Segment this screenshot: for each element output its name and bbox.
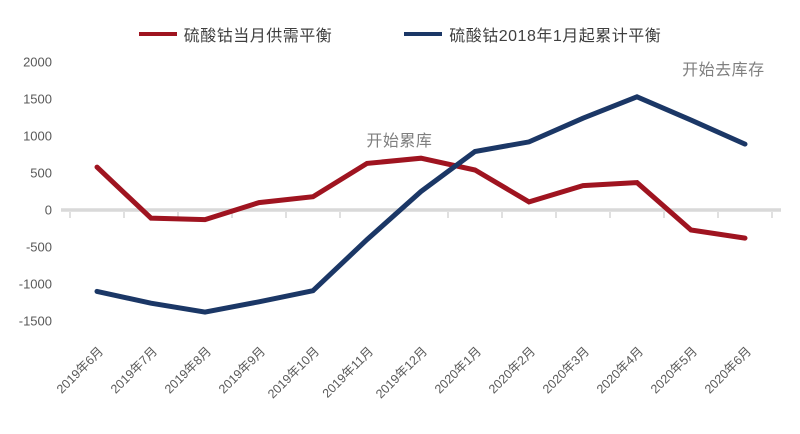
series-line-1	[94, 94, 748, 315]
x-axis-tick-label: 2019年9月	[216, 344, 268, 396]
y-axis-tick-label: -500	[26, 240, 52, 255]
x-axis-tick-label: 2020年3月	[540, 344, 592, 396]
legend-item-cumulative-balance: 硫酸钴2018年1月起累计平衡	[404, 22, 661, 46]
annotation-text: 开始累库	[366, 132, 432, 150]
y-axis-tick-label: 1000	[23, 129, 52, 144]
series-line-0	[94, 155, 748, 241]
x-axis-tick-label: 2020年1月	[432, 344, 484, 396]
y-axis-tick-label: -1000	[19, 277, 52, 292]
legend-label-cumulative-balance: 硫酸钴2018年1月起累计平衡	[449, 28, 662, 45]
chart-legend: 硫酸钴当月供需平衡 硫酸钴2018年1月起累计平衡	[0, 22, 800, 46]
legend-line-red-icon	[138, 32, 177, 36]
x-axis-tick-label: 2019年7月	[108, 344, 160, 396]
x-axis-tick-label: 2019年10月	[265, 344, 322, 401]
x-axis-tick-label: 2019年12月	[373, 344, 430, 401]
x-axis-tick-label: 2019年8月	[162, 344, 214, 396]
y-axis-tick-label: 1500	[23, 92, 52, 107]
x-axis-tick-label: 2020年2月	[486, 344, 538, 396]
y-axis-tick-label: 0	[45, 203, 52, 218]
legend-label-monthly-balance: 硫酸钴当月供需平衡	[183, 28, 333, 45]
annotation-text: 开始去库存	[682, 61, 765, 79]
x-axis-tick-label: 2020年6月	[702, 344, 754, 396]
x-axis-tick-label: 2019年11月	[320, 344, 376, 400]
x-axis-tick-label: 2020年5月	[648, 344, 700, 396]
legend-line-blue-icon	[404, 32, 443, 36]
y-axis-tick-label: 2000	[23, 55, 52, 70]
x-axis-tick-label: 2019年6月	[54, 344, 106, 396]
legend-item-monthly-balance: 硫酸钴当月供需平衡	[138, 22, 333, 46]
y-axis-tick-label: 500	[30, 166, 52, 181]
x-axis-tick-label: 2020年4月	[594, 344, 646, 396]
y-axis-tick-label: -1500	[19, 314, 52, 329]
